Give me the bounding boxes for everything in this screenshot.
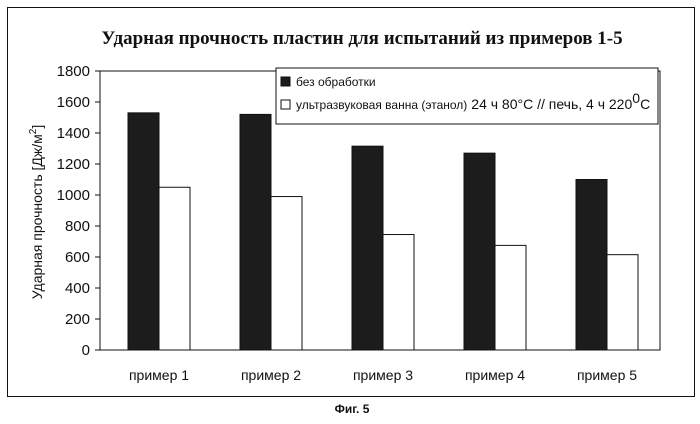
bar-treated — [495, 245, 526, 350]
y-tick-label: 0 — [82, 342, 90, 359]
category-label: пример 3 — [353, 367, 413, 383]
legend-swatch-treated — [281, 100, 290, 109]
category-labels: пример 1 пример 2 пример 3 пример 4 пример 5 — [129, 367, 637, 383]
bar-treated — [383, 235, 414, 350]
figure-caption: Фиг. 5 — [335, 402, 370, 416]
y-axis-label: Ударная прочность [Дж/м2] — [28, 125, 45, 300]
bar-treated — [159, 187, 190, 350]
y-tick-label: 1200 — [57, 156, 90, 173]
y-tick-label: 1800 — [57, 63, 90, 80]
bar-untreated — [240, 114, 271, 350]
y-tick-label: 400 — [65, 280, 90, 297]
category-label: пример 4 — [465, 367, 525, 383]
y-tick-label: 1600 — [57, 94, 90, 111]
bar-untreated — [128, 113, 159, 350]
bar-untreated — [464, 153, 495, 350]
y-axis: 0 200 400 600 800 1000 1200 1400 1600 1800 — [57, 63, 100, 359]
y-tick-label: 1400 — [57, 125, 90, 142]
y-tick-label: 1000 — [57, 187, 90, 204]
category-label: пример 2 — [241, 367, 301, 383]
bar-treated — [271, 197, 302, 350]
y-tick-label: 800 — [65, 218, 90, 235]
legend-label-untreated: без обработки — [296, 75, 376, 89]
bars — [128, 113, 638, 350]
y-tick-label: 600 — [65, 249, 90, 266]
category-label: пример 5 — [577, 367, 637, 383]
legend: без обработки ультразвуковая ванна (этан… — [276, 68, 658, 124]
y-tick-label: 200 — [65, 311, 90, 328]
bar-untreated — [352, 146, 383, 350]
bar-untreated — [576, 180, 607, 351]
legend-swatch-untreated — [281, 77, 290, 86]
chart-title: Ударная прочность пластин для испытаний … — [101, 28, 622, 49]
bar-treated — [607, 255, 638, 350]
category-label: пример 1 — [129, 367, 189, 383]
